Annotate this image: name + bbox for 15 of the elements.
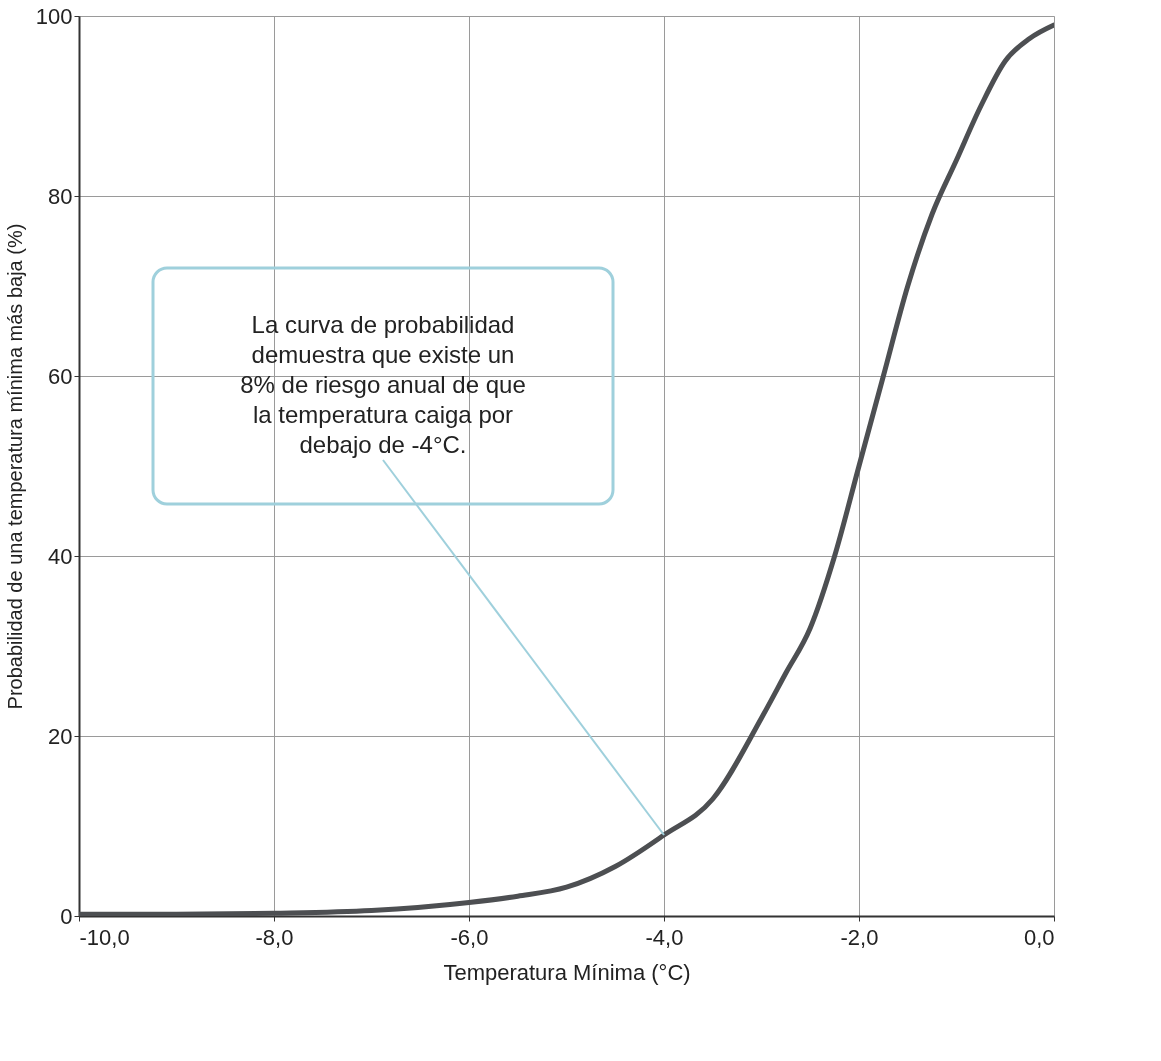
y-axis-title: Probabilidad de una temperatura mínima más baja (%) xyxy=(3,223,26,710)
x-tick-label: -8,0 xyxy=(255,924,294,950)
y-tick-label: 60 xyxy=(48,363,73,389)
y-tick-label: 80 xyxy=(48,183,73,209)
x-tick-label: 0,0 xyxy=(1023,924,1055,950)
x-axis-title: Temperatura Mínima (°C) xyxy=(443,959,691,985)
y-tick-label: 40 xyxy=(48,543,73,569)
x-tick-label: -6,0 xyxy=(450,924,489,950)
y-tick-label: 0 xyxy=(60,903,73,929)
x-tick-label: -4,0 xyxy=(645,924,684,950)
annotation: La curva de probabilidad demuestra que existe un 8% de riesgo anual de que la temperatura caiga por debajo de -4°C. xyxy=(240,311,526,458)
x-tick-label: -2,0 xyxy=(840,924,879,950)
x-tick-label: -10,0 xyxy=(79,924,130,950)
y-tick-label: 20 xyxy=(48,723,73,749)
y-tick-label: 100 xyxy=(35,3,73,29)
